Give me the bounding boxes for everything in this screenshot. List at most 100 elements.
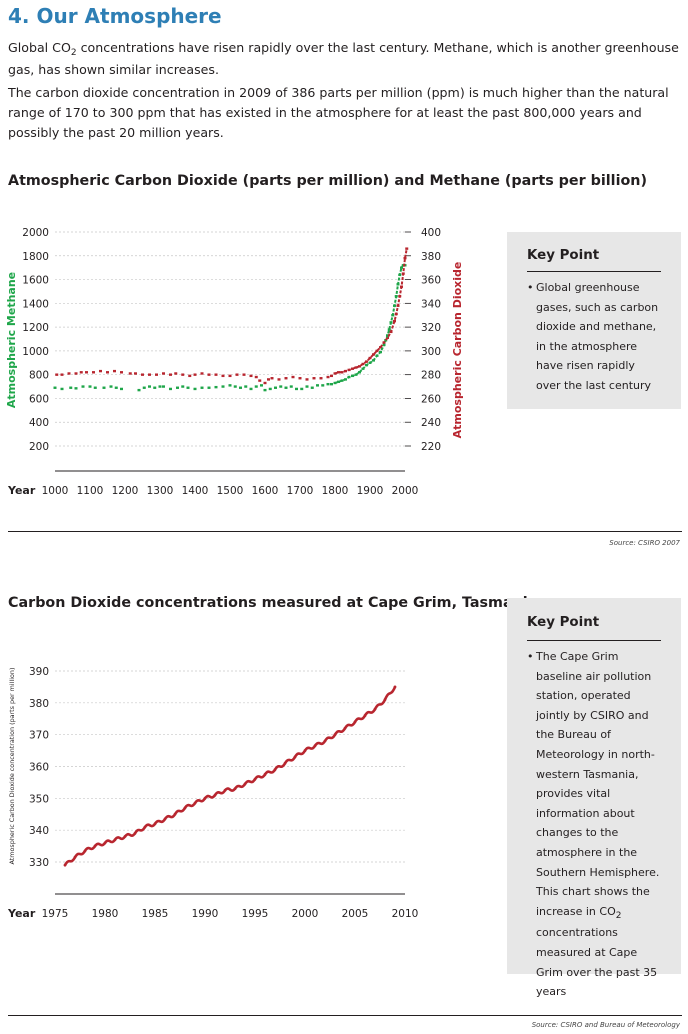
co2-point	[358, 365, 361, 368]
methane-point	[88, 385, 92, 388]
co2-point	[67, 372, 71, 375]
chart2-grid	[55, 670, 405, 863]
chart1-x-tick: 1000	[42, 485, 69, 497]
chart1-y-right-tick: 340	[421, 298, 441, 310]
key-point-1-divider	[527, 271, 661, 272]
methane-point	[321, 384, 325, 387]
methane-point	[93, 386, 97, 389]
methane-point	[120, 387, 123, 391]
chart1-x-tick: 1300	[147, 485, 174, 497]
chart1-grid	[55, 231, 405, 447]
chart2-y-tick: 380	[29, 698, 49, 710]
co2-point	[55, 373, 59, 376]
co2-point	[134, 372, 137, 375]
cape-grim-co2-point	[103, 841, 107, 845]
co2-point	[372, 353, 375, 356]
methane-point	[69, 386, 73, 389]
co2-point	[92, 371, 95, 374]
chart2-x-tick: 1985	[142, 908, 169, 920]
cape-grim-co2-point	[63, 863, 67, 867]
methane-point	[162, 385, 165, 388]
methane-point	[207, 386, 211, 389]
methane-line	[334, 264, 405, 384]
cape-grim-co2-point	[263, 773, 267, 776]
co2-point	[393, 319, 396, 323]
chart2-source: Source: CSIRO and Bureau of Meteorology	[531, 1021, 680, 1029]
co2-subscript: 2	[70, 48, 77, 58]
cape-grim-co2-point	[303, 749, 307, 752]
page-title: 4. Our Atmosphere	[8, 4, 222, 28]
methane-point	[400, 266, 403, 269]
key-point-1-title: Key Point	[527, 248, 600, 263]
co2-point	[330, 374, 333, 378]
methane-point	[289, 385, 293, 388]
co2-point	[270, 377, 274, 380]
chart2-axes: 390 380 370 360 350 340 330 1975 1980 1985 1990 199…	[29, 666, 418, 920]
chart1-y-right-tick: 380	[421, 251, 441, 263]
co2-point	[148, 373, 151, 376]
methane-point	[193, 387, 197, 391]
cape-grim-co2-point	[213, 793, 217, 797]
methane-point	[214, 385, 218, 389]
co2-point	[284, 377, 288, 380]
methane-point	[260, 384, 263, 387]
chart1-y-right-tick: 240	[421, 417, 441, 429]
co2-point	[162, 372, 165, 375]
cape-grim-co2-point	[133, 831, 137, 835]
methane-point	[60, 387, 64, 391]
co2-point	[74, 372, 78, 375]
co2-point	[113, 369, 116, 373]
co2-point	[242, 373, 246, 376]
methane-point	[148, 385, 151, 388]
methane-point	[233, 385, 237, 388]
methane-point	[254, 385, 258, 388]
key-point-box-1: Key Point • Global greenhouse gases, suc…	[507, 232, 681, 409]
methane-point	[316, 384, 319, 387]
co2-point	[181, 373, 185, 376]
co2-line	[334, 248, 408, 375]
co2-point	[368, 356, 372, 360]
chart2-x-tick: 1990	[192, 908, 219, 920]
methane-point	[176, 386, 179, 389]
cape-grim-co2-point	[203, 796, 207, 800]
cape-grim-co2-point	[153, 822, 157, 826]
methane-point	[295, 387, 298, 391]
cape-grim-co2-point	[293, 755, 297, 759]
chart1-y-right-tick: 400	[421, 227, 441, 239]
chart2-y-tick: 350	[29, 793, 49, 805]
cape-grim-co2-point	[123, 835, 127, 838]
methane-point	[337, 380, 340, 383]
chart2-divider	[8, 1015, 682, 1016]
cape-grim-co2-point	[283, 761, 287, 765]
cape-grim-co2-point	[243, 782, 247, 786]
chart1-y-left-tick: 1000	[22, 346, 49, 358]
chart1-title: Atmospheric Carbon Dioxide (parts per mi…	[8, 173, 648, 189]
cape-grim-co2-line	[63, 686, 397, 866]
cape-grim-co2-point	[193, 801, 197, 805]
chart1-source: Source: CSIRO 2007	[609, 539, 680, 547]
chart2-x-tick: 1980	[92, 908, 119, 920]
cape-grim-co2-point	[333, 733, 337, 737]
chart1-y-right-tick: 300	[421, 346, 441, 358]
chart1-x-tick: 1900	[357, 485, 384, 497]
chart2-y-tick: 360	[29, 762, 49, 774]
co2-point	[200, 372, 204, 375]
cape-grim-co2-point	[163, 817, 167, 821]
cape-grim-co2-point	[223, 788, 227, 792]
chart2-plot: 390 380 370 360 350 340 330 1975 1980 1985 1990 199…	[7, 666, 418, 920]
chart2-x-tick: 1995	[242, 908, 269, 920]
co2-point	[79, 371, 83, 374]
co2-point	[221, 374, 225, 378]
co2-point	[188, 374, 192, 378]
methane-point	[330, 382, 333, 386]
methane-point	[142, 386, 146, 389]
cape-grim-co2-point	[313, 744, 317, 748]
chart1-plot: 2000 1800 1600 1400 1200 1000 800 600 400 200 400 3…	[5, 227, 464, 497]
chart2-y-tick: 340	[29, 825, 49, 837]
chart1-y-left-label: Atmospheric Methane	[5, 272, 18, 408]
methane-point	[358, 371, 361, 374]
cape-grim-co2-point	[363, 714, 367, 717]
chart1-y-right-tick: 280	[421, 370, 441, 382]
co2-point	[207, 373, 211, 376]
co2-point	[254, 375, 258, 379]
